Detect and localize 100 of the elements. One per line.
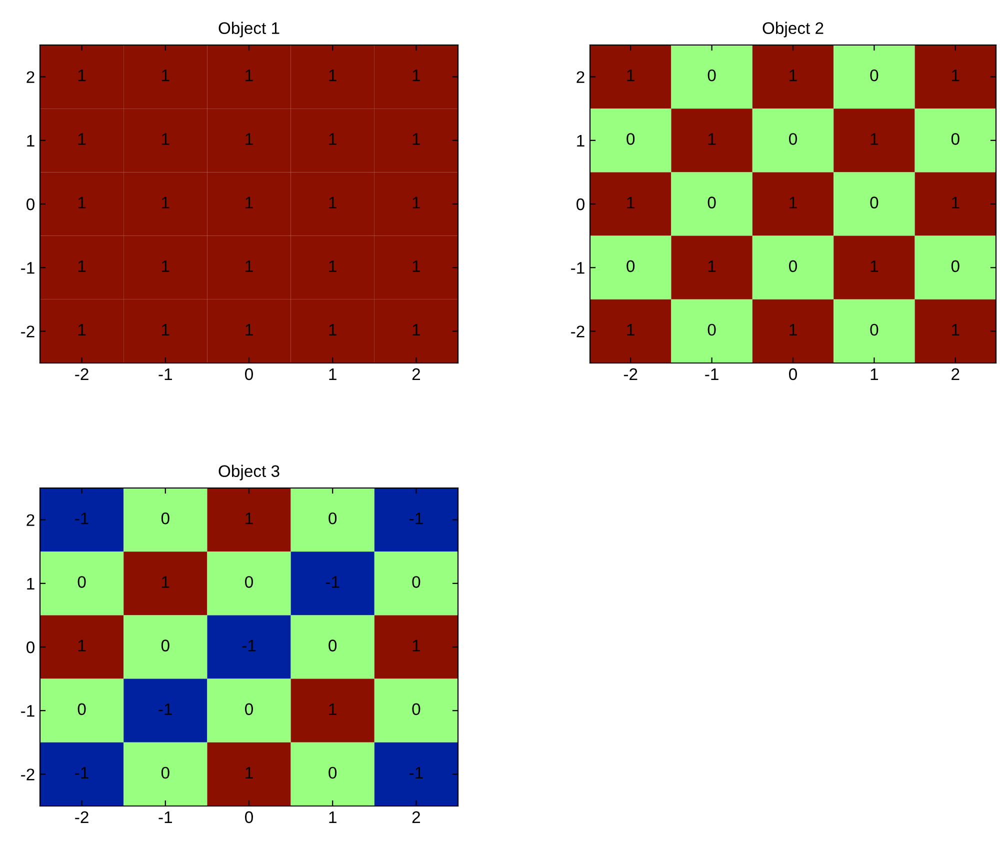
- data-label: 1: [412, 196, 420, 208]
- data-label: 1: [708, 133, 716, 145]
- y-tick-label: 2: [26, 71, 34, 83]
- x-tick-label: 2: [952, 368, 960, 380]
- data-label: 0: [328, 640, 337, 652]
- x-tick-label: -2: [75, 368, 88, 380]
- data-label: 0: [789, 260, 797, 272]
- data-label: 1: [412, 260, 420, 272]
- x-tick-label: 1: [329, 368, 336, 380]
- data-label: -1: [158, 703, 172, 715]
- y-tick-label: 2: [576, 71, 584, 83]
- data-label: 0: [951, 260, 960, 272]
- data-label: 1: [246, 324, 253, 336]
- chart-title: Object 2: [762, 22, 824, 38]
- x-tick-label: -2: [624, 368, 638, 380]
- data-label: 1: [870, 133, 878, 145]
- x-tick-label: 2: [412, 811, 420, 823]
- data-label: 1: [952, 196, 960, 208]
- y-tick-label: 0: [26, 641, 34, 654]
- x-tick-label: -2: [75, 811, 88, 823]
- y-tick-label: -2: [21, 768, 34, 780]
- data-label: 1: [627, 324, 634, 336]
- y-tick-label: -1: [571, 262, 584, 274]
- data-label: 1: [790, 324, 797, 336]
- data-label: 1: [162, 133, 170, 145]
- x-tick-label: 0: [789, 368, 797, 380]
- data-label: 0: [626, 133, 635, 145]
- data-label: -1: [410, 512, 423, 524]
- data-label: 1: [329, 260, 336, 272]
- data-label: 0: [78, 576, 86, 588]
- y-tick-label: -2: [571, 326, 584, 338]
- data-label: 0: [412, 703, 420, 716]
- data-label: 0: [789, 133, 797, 145]
- y-tick-label: 0: [576, 198, 584, 210]
- data-label: -1: [326, 576, 340, 588]
- data-label: 1: [162, 324, 170, 336]
- data-label: 1: [412, 70, 420, 82]
- data-label: 0: [708, 196, 716, 208]
- data-label: 1: [708, 260, 716, 272]
- data-label: 1: [412, 133, 420, 145]
- y-tick-label: -1: [21, 705, 34, 717]
- data-label: 0: [161, 640, 170, 652]
- data-label: 0: [870, 196, 878, 208]
- chart-title: Object 3: [218, 464, 280, 480]
- data-label: 1: [162, 260, 170, 272]
- data-label: 1: [870, 260, 878, 272]
- data-label: 0: [412, 576, 420, 588]
- y-tick-label: 1: [27, 578, 34, 590]
- data-label: 1: [246, 767, 253, 779]
- data-label: 0: [708, 324, 716, 336]
- data-label: 1: [162, 576, 170, 588]
- data-label: 0: [245, 576, 253, 588]
- y-tick-label: -2: [21, 326, 34, 338]
- x-tick-label: -1: [705, 368, 718, 380]
- data-label: 1: [246, 512, 253, 524]
- data-label: 1: [790, 70, 797, 82]
- data-label: 0: [328, 512, 337, 524]
- data-label: 0: [328, 766, 337, 779]
- data-label: -1: [75, 512, 88, 524]
- data-label: 1: [329, 703, 336, 715]
- data-label: 1: [412, 640, 420, 652]
- data-label: 1: [412, 324, 420, 336]
- data-label: 1: [627, 70, 634, 82]
- x-tick-label: 2: [412, 368, 420, 380]
- x-tick-label: 1: [870, 368, 878, 380]
- data-label: 1: [78, 196, 86, 208]
- data-label: 1: [246, 196, 253, 208]
- data-label: 0: [161, 512, 170, 524]
- data-label: 1: [78, 324, 86, 336]
- y-tick-label: -1: [21, 262, 34, 274]
- chart-title: Object 1: [218, 22, 280, 38]
- data-label: 1: [952, 324, 960, 336]
- data-label: 0: [708, 69, 716, 82]
- data-label: 1: [78, 70, 86, 82]
- data-label: 0: [161, 766, 170, 779]
- data-label: 1: [246, 133, 253, 145]
- data-label: 0: [870, 324, 878, 336]
- data-label: -1: [410, 767, 423, 779]
- data-label: 1: [246, 260, 253, 272]
- data-label: 1: [78, 640, 86, 652]
- data-label: 1: [329, 324, 336, 336]
- data-label: 1: [329, 70, 336, 82]
- data-label: 1: [78, 133, 86, 145]
- data-label: -1: [75, 767, 88, 779]
- y-tick-label: 0: [26, 198, 34, 210]
- data-label: 1: [246, 70, 253, 82]
- data-label: 1: [952, 70, 960, 82]
- data-label: 0: [78, 703, 86, 716]
- data-label: 1: [78, 260, 86, 272]
- data-label: 0: [951, 133, 960, 145]
- x-tick-label: 0: [245, 811, 253, 824]
- y-tick-label: 1: [27, 134, 34, 146]
- data-label: 0: [245, 703, 253, 716]
- data-label: 0: [870, 69, 878, 82]
- data-label: 1: [329, 133, 336, 145]
- data-label: -1: [242, 640, 256, 652]
- x-tick-label: 1: [329, 811, 336, 823]
- data-label: 1: [329, 196, 336, 208]
- data-label: 1: [790, 196, 797, 208]
- data-label: 1: [162, 70, 170, 82]
